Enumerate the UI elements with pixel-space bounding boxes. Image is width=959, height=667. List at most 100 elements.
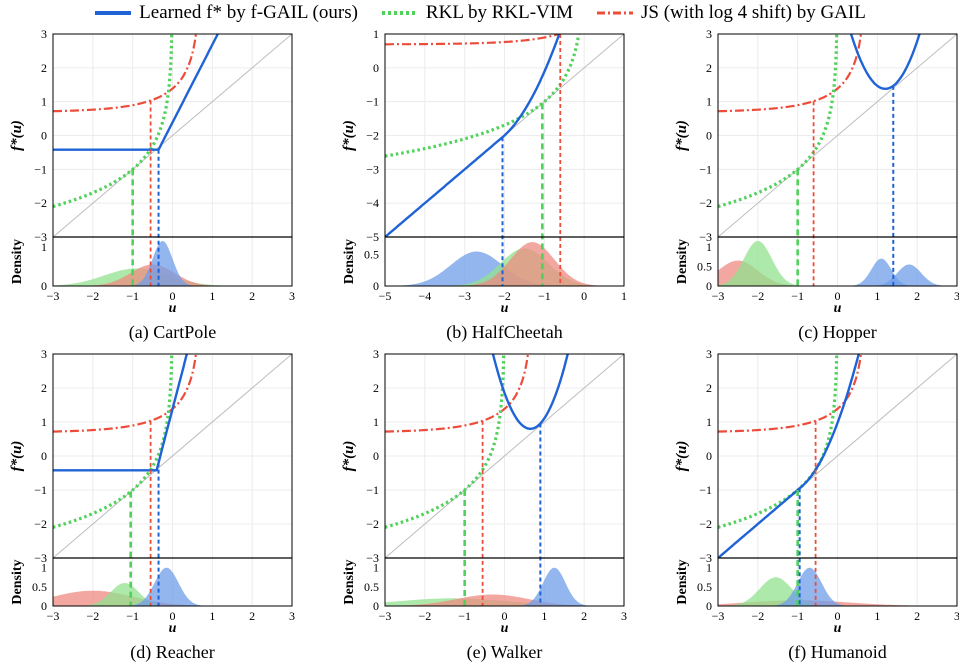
y-axis-label: f*(u) xyxy=(341,120,357,151)
plot-frame xyxy=(717,33,958,287)
identity-line xyxy=(718,34,957,237)
x-tick-label: −2 xyxy=(86,289,99,303)
x-tick-label: 1 xyxy=(874,609,880,623)
x-axis-label: u xyxy=(834,301,842,316)
plot-frame xyxy=(384,353,625,607)
x-axis-label: u xyxy=(834,621,842,636)
curve-rkl xyxy=(718,34,839,209)
density-tick-label: 1 xyxy=(41,240,47,254)
density-area-learned xyxy=(385,567,624,606)
y-tick-label: −3 xyxy=(34,551,47,565)
y-tick-label: −2 xyxy=(366,129,379,143)
curve-rkl xyxy=(53,34,174,209)
curve-group xyxy=(53,34,292,237)
density-area-rkl xyxy=(718,241,957,286)
plot-frame xyxy=(52,33,293,287)
x-tick-label: −3 xyxy=(379,609,392,623)
y-tick-label: −1 xyxy=(699,162,712,176)
density-tick-label: 1 xyxy=(373,561,379,575)
curve-rkl xyxy=(385,34,581,158)
legend: Learned f* by f-GAIL (ours) RKL by RKL-V… xyxy=(0,0,959,26)
x-tick-label: 2 xyxy=(581,609,587,623)
curve-learned xyxy=(718,354,860,558)
identity-line xyxy=(53,354,292,558)
density-group xyxy=(53,241,292,286)
curve-group xyxy=(385,354,624,558)
x-tick-label: −2 xyxy=(498,289,511,303)
x-tick-label: −3 xyxy=(47,289,60,303)
x-axis-label: u xyxy=(501,301,509,316)
y-axis-label: f*(u) xyxy=(9,120,25,151)
y-tick-label: 0 xyxy=(41,129,47,143)
y-tick-label: 0 xyxy=(373,449,379,463)
curve-learned xyxy=(491,354,569,430)
x-tick-label: −2 xyxy=(751,609,764,623)
y-tick-label: −1 xyxy=(699,483,712,497)
density-tick-label: 0.5 xyxy=(364,580,379,594)
curve-group xyxy=(53,354,292,558)
x-tick-label: −1 xyxy=(458,609,471,623)
panel-caption: (d) Reacher xyxy=(130,642,214,663)
density-tick-label: 0 xyxy=(706,599,712,613)
y-tick-label: 1 xyxy=(706,95,712,109)
x-tick-label: 1 xyxy=(541,609,547,623)
x-tick-label: 3 xyxy=(954,609,959,623)
x-tick-label: 3 xyxy=(621,609,627,623)
y-tick-label: −2 xyxy=(699,196,712,210)
density-area-js xyxy=(385,594,624,606)
x-tick-label: 1 xyxy=(621,289,627,303)
density-tick-label: 1 xyxy=(706,240,712,254)
curve-rkl xyxy=(385,354,506,529)
curve-group xyxy=(718,34,957,237)
density-tick-label: 0 xyxy=(706,279,712,293)
legend-label-js: JS (with log 4 shift) by GAIL xyxy=(641,2,866,23)
y-axis-label: f*(u) xyxy=(674,441,690,472)
x-tick-label: 3 xyxy=(289,289,295,303)
density-group xyxy=(385,242,624,286)
y-tick-label: 0 xyxy=(706,449,712,463)
density-group xyxy=(718,241,957,286)
density-group xyxy=(53,567,292,606)
x-tick-label: −2 xyxy=(751,289,764,303)
y-tick-label: 3 xyxy=(373,347,379,361)
legend-swatch-learned xyxy=(95,11,132,15)
density-tick-label: 0.5 xyxy=(364,248,379,262)
y-tick-label: −2 xyxy=(34,196,47,210)
curve-js xyxy=(385,34,563,46)
x-tick-label: −1 xyxy=(126,609,139,623)
density-tick-label: 0 xyxy=(41,599,47,613)
x-tick-label: −3 xyxy=(458,289,471,303)
curve-learned xyxy=(53,34,220,151)
curve-learned xyxy=(385,34,561,237)
density-axis-label: Density xyxy=(342,239,357,284)
curve-js xyxy=(718,354,863,433)
x-tick-label: −2 xyxy=(418,609,431,623)
y-tick-label: 1 xyxy=(706,415,712,429)
density-axis-label: Density xyxy=(675,559,690,604)
panel-caption: (f) Humanoid xyxy=(788,642,886,663)
y-tick-label: 0 xyxy=(41,449,47,463)
density-group xyxy=(718,567,957,606)
y-tick-label: −4 xyxy=(366,196,379,210)
y-tick-label: −3 xyxy=(34,230,47,244)
y-tick-label: 3 xyxy=(41,347,47,361)
panel-caption: (a) CartPole xyxy=(129,322,216,343)
panel-caption: (e) Walker xyxy=(467,642,543,663)
y-tick-label: 1 xyxy=(373,415,379,429)
y-tick-label: 2 xyxy=(706,61,712,75)
x-axis-label: u xyxy=(501,621,509,636)
plot-frame xyxy=(384,33,625,287)
x-tick-label: −3 xyxy=(712,609,725,623)
density-axis-label: Density xyxy=(675,239,690,284)
x-tick-label: 0 xyxy=(581,289,587,303)
legend-item-js: JS (with log 4 shift) by GAIL xyxy=(595,2,866,24)
y-tick-label: 3 xyxy=(41,27,47,41)
density-group xyxy=(385,567,624,606)
y-tick-label: 0 xyxy=(706,129,712,143)
density-tick-label: 0 xyxy=(41,279,47,293)
y-tick-label: 3 xyxy=(706,27,712,41)
curve-js xyxy=(53,34,198,113)
